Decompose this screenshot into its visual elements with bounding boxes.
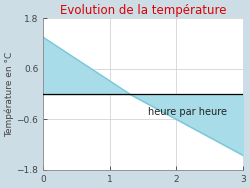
Title: Evolution de la température: Evolution de la température	[60, 4, 226, 17]
Y-axis label: Température en °C: Température en °C	[4, 52, 14, 137]
Text: heure par heure: heure par heure	[148, 107, 226, 117]
